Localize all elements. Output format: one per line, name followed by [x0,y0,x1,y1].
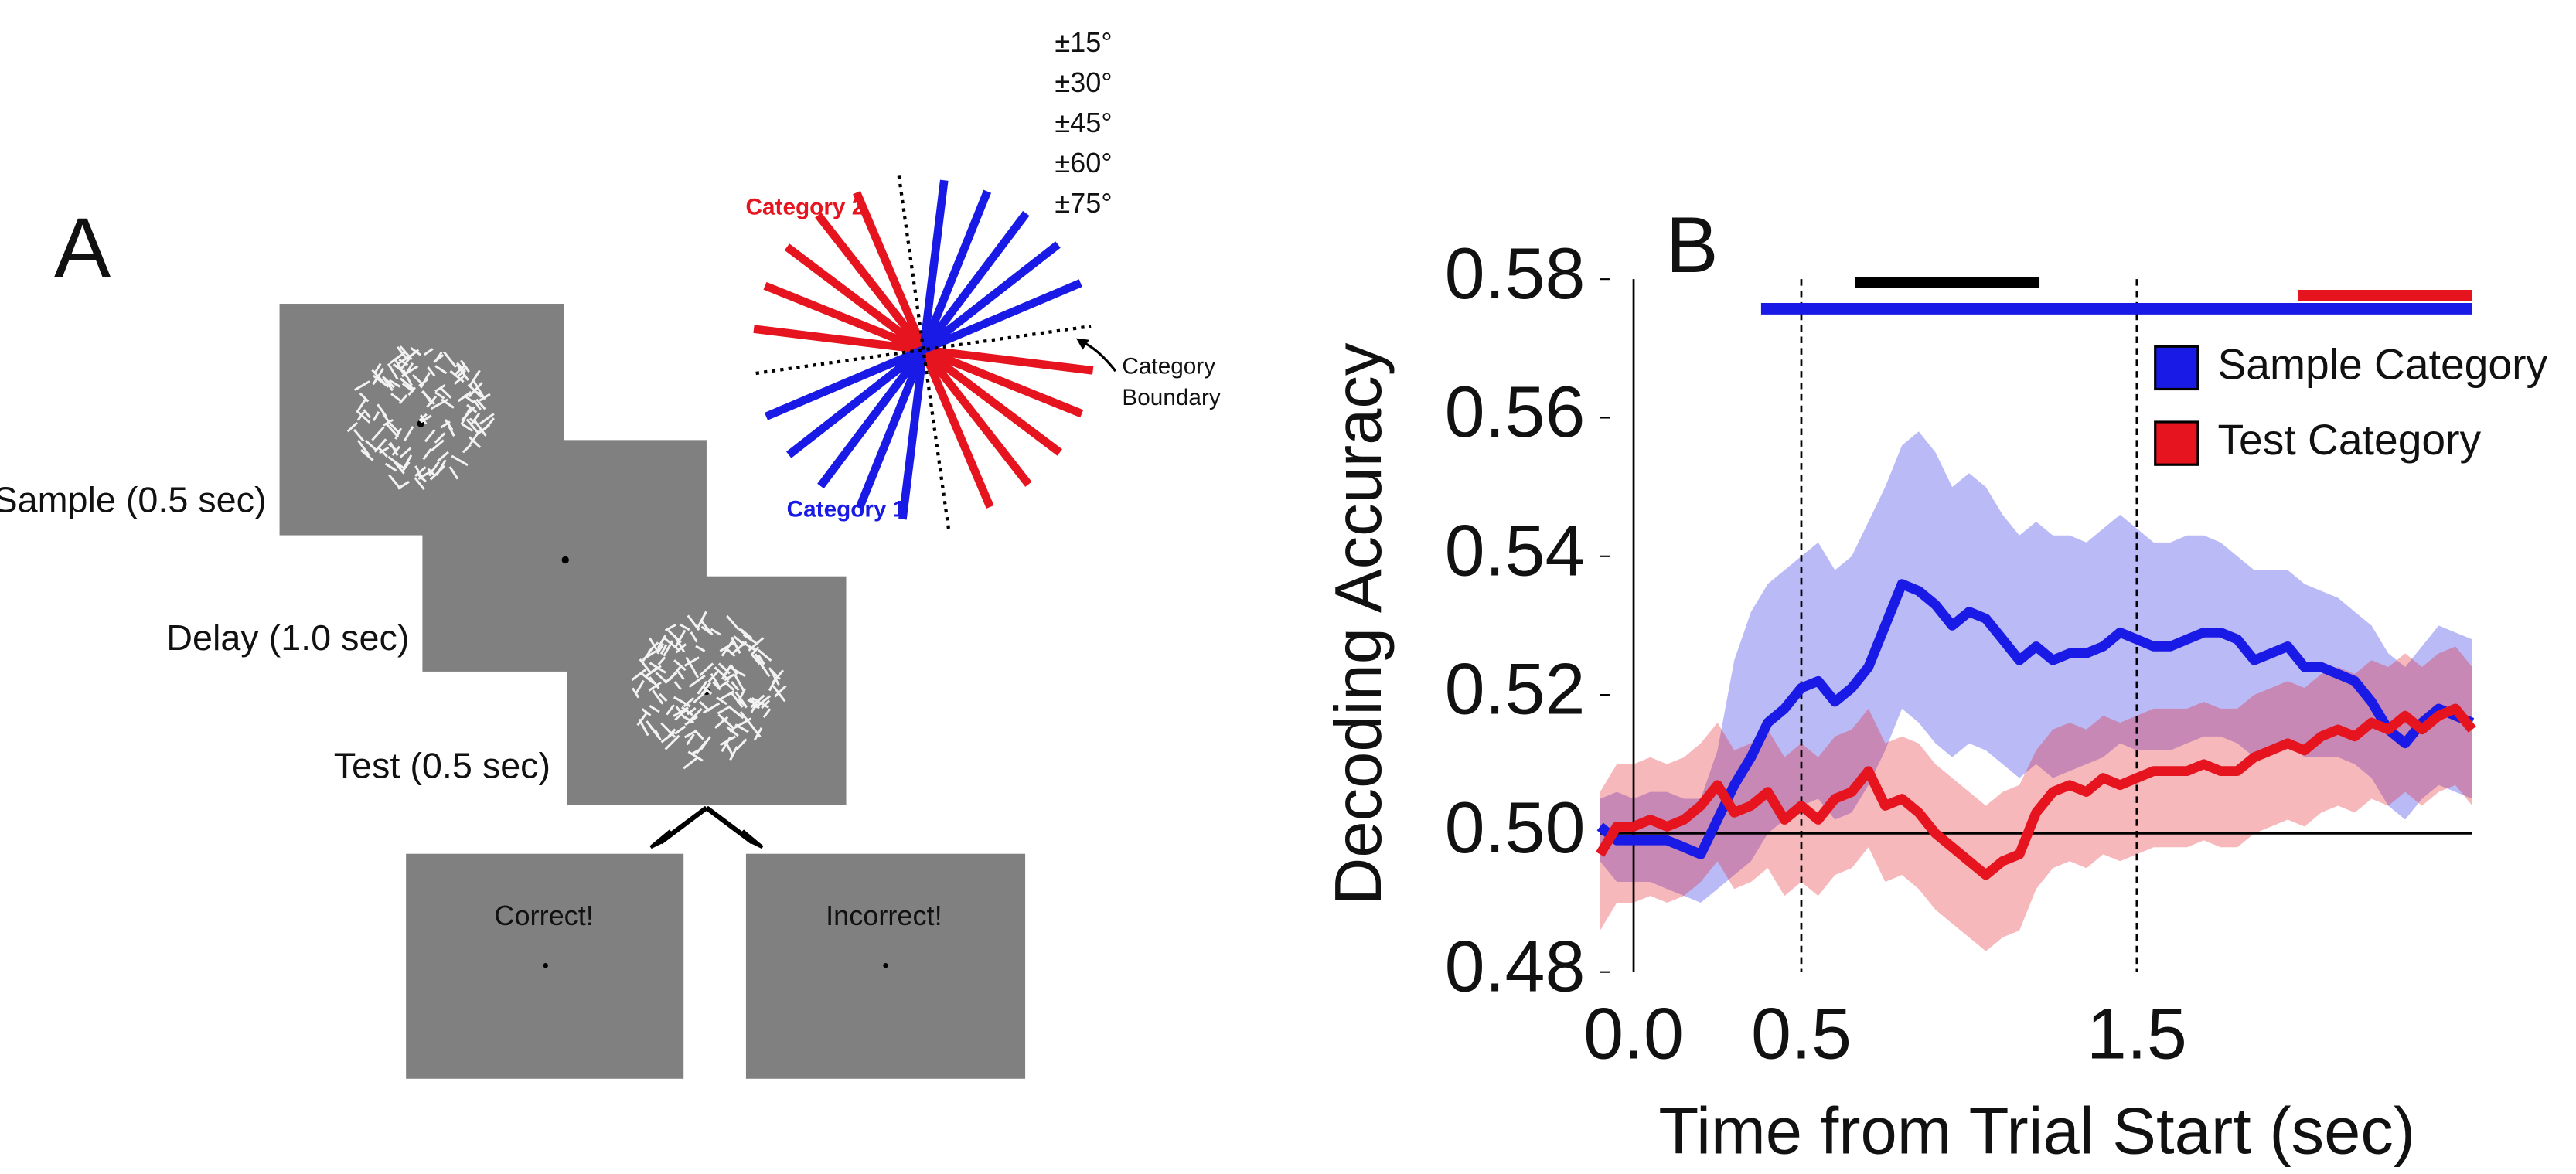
orientation-label: ±15° [1055,26,1112,58]
feedback-text: Correct! [494,900,593,931]
orientation-label: ±45° [1055,107,1112,138]
category-label: Category 1 [787,497,906,522]
category-1-line [764,279,1082,420]
y-tick-label: 0.56 [1445,371,1586,452]
panel-label: A [54,200,111,295]
orientation-label: ±30° [1055,66,1112,98]
feedback-text: Incorrect! [826,900,942,931]
x-tick-label: 1.5 [2087,992,2187,1074]
orientation-label: ±60° [1055,147,1112,179]
series-line [1596,579,2475,859]
task-screens [279,304,1026,1079]
x-axis-title: Time from Trial Start (sec) [1658,1095,2415,1169]
legend-swatch [2154,420,2199,466]
dot-texture [631,611,787,770]
panel-label: B [1666,201,1719,289]
series-line [1596,703,2476,880]
error-band [1600,431,2472,903]
fixation-dot [561,556,569,564]
feedback-arrows [659,805,755,845]
legend-label: Test Category [2217,416,2481,464]
fixation-dot [543,963,548,968]
error-band [1600,646,2472,951]
y-tick-label: 0.48 [1445,925,1586,1006]
dot-texture [346,345,495,491]
boundary-label: Category [1122,354,1215,379]
category-boundary [755,324,1092,376]
screen-label: Sample (0.5 sec) [0,479,267,519]
x-tick-label: 0.5 [1751,992,1852,1074]
x-tick-label: 0.0 [1583,992,1684,1074]
y-tick-label: 0.58 [1445,233,1586,314]
y-tick-label: 0.52 [1445,648,1586,730]
boundary-arrowhead [1075,338,1089,350]
y-tick-label: 0.54 [1445,509,1586,590]
fixation-dot [883,963,888,968]
boundary-label: Boundary [1122,385,1220,410]
screen-label: Delay (1.0 sec) [166,618,409,658]
screen-label: Test (0.5 sec) [334,746,550,786]
y-axis-title: Decoding Accuracy [1322,342,1395,905]
y-tick-label: 0.50 [1445,787,1586,868]
legend-swatch [2154,345,2199,391]
arrowheads [649,829,764,849]
legend-label: Sample Category [2217,340,2547,388]
category-axis [896,170,950,529]
orientation-label: ±75° [1055,187,1112,219]
category-label: Category 2 [746,195,865,220]
